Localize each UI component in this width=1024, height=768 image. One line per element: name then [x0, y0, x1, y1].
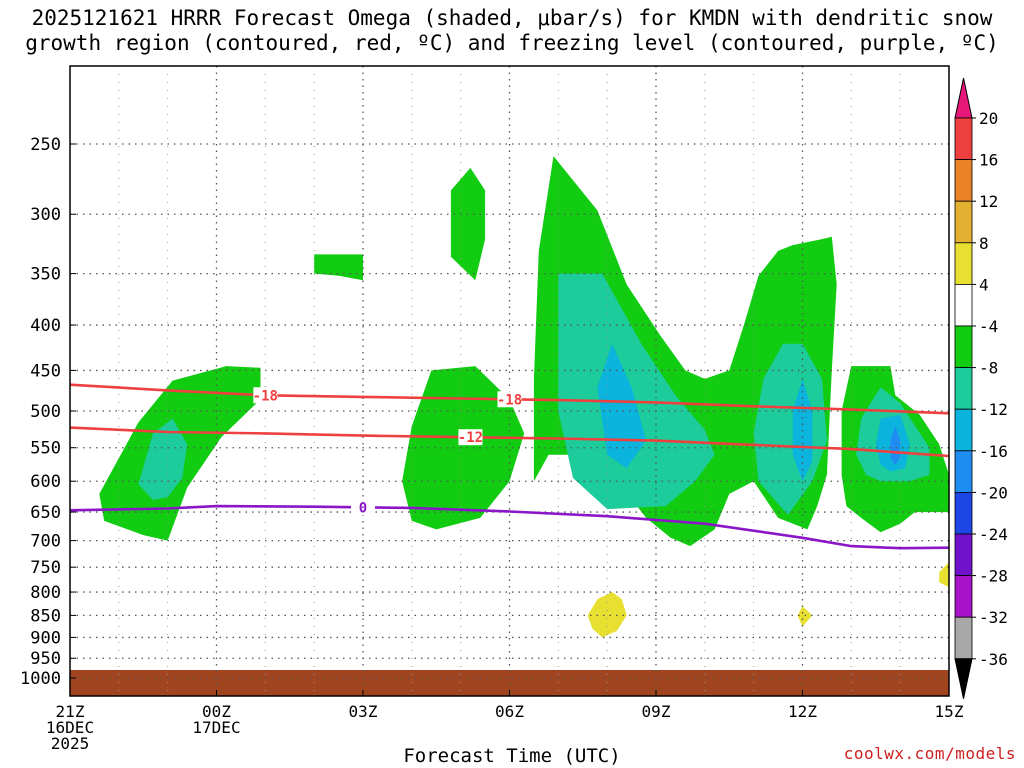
colorbar-label-3: 8	[979, 234, 989, 253]
x-tick-0-0: 21Z	[56, 702, 85, 721]
y-tick-650: 650	[30, 503, 61, 523]
x-tick-18-0: 15Z	[935, 702, 964, 721]
omega-region-8	[597, 343, 647, 469]
omega-region-18	[797, 606, 813, 627]
credit-link[interactable]: coolwx.com/models	[843, 744, 1016, 763]
grid	[70, 66, 949, 696]
colorbar: 20 16 12 8 4 -4 -8 -12 -16 -20 -24 -28 -32 -36	[954, 77, 1008, 699]
y-tick-500: 500	[30, 402, 61, 422]
colorbar-label-11: -28	[979, 567, 1008, 586]
colorbar-label-5: -4	[979, 317, 998, 336]
x-tick-12-0: 09Z	[642, 702, 671, 721]
colorbar-label-0: 20	[979, 109, 998, 128]
colorbar-label-13: -36	[979, 650, 1008, 669]
contour-label-1-0: -12	[458, 430, 483, 446]
title-line-1: 2025121621 HRRR Forecast Omega (shaded, …	[31, 6, 993, 30]
contour-labels: -18 -18 -12 0	[253, 387, 522, 516]
x-tick-9-0: 06Z	[495, 702, 524, 721]
y-tick-1000: 1000	[20, 669, 61, 689]
colorbar-swatch-3	[954, 200, 973, 244]
colorbar-swatch-6	[954, 325, 973, 368]
x-tick-15-0: 12Z	[788, 702, 817, 721]
omega-region-17	[773, 587, 852, 646]
y-tick-600: 600	[30, 472, 61, 492]
omega-region-3	[450, 167, 486, 281]
y-tick-950: 950	[30, 649, 61, 669]
colorbar-top-arrow	[954, 77, 973, 119]
y-tick-350: 350	[30, 265, 61, 285]
x-tick-3-1: 17DEC	[192, 718, 240, 737]
omega-region-13	[890, 426, 901, 465]
omega-region-7	[753, 343, 827, 515]
colorbar-swatch-5	[954, 283, 973, 327]
colorbar-swatch-4	[954, 242, 973, 285]
colorbar-swatch-2	[954, 159, 973, 202]
contour-label-2-0: 0	[359, 500, 367, 516]
contour-label-bg	[497, 391, 522, 408]
omega-region-22	[939, 562, 949, 588]
y-tick-250: 250	[30, 135, 61, 155]
y-axis-ticks: 2503003504004505005506006507007508008509…	[20, 135, 76, 689]
colorbar-label-4: 4	[979, 275, 989, 294]
omega-region-6	[558, 273, 715, 510]
x-tick-0-2: 2025	[51, 734, 90, 753]
contour-label-bg	[351, 499, 375, 516]
chart-title: 2025121621 HRRR Forecast Omega (shaded, …	[0, 6, 1024, 56]
colorbar-label-10: -24	[979, 525, 1008, 544]
colorbar-label-12: -32	[979, 608, 1008, 627]
colorbar-swatch-11	[954, 533, 973, 576]
contour-label-bg	[458, 429, 483, 446]
colorbar-swatch-9	[954, 450, 973, 493]
omega-shading	[99, 156, 949, 650]
colorbar-swatch-12	[954, 575, 973, 618]
y-tick-900: 900	[30, 628, 61, 648]
y-tick-800: 800	[30, 583, 61, 603]
y-tick-550: 550	[30, 439, 61, 459]
omega-region-1	[138, 418, 188, 500]
colorbar-label-9: -20	[979, 483, 1008, 502]
colorbar-label-2: 12	[979, 192, 998, 211]
colorbar-swatch-10	[954, 491, 973, 535]
colorbar-label-7: -12	[979, 400, 1008, 419]
x-tick-0-1: 16DEC	[46, 718, 94, 737]
y-tick-850: 850	[30, 606, 61, 626]
colorbar-swatch-7	[954, 367, 973, 410]
x-axis-label: Forecast Time (UTC)	[403, 745, 621, 767]
y-tick-750: 750	[30, 558, 61, 578]
colorbar-label-6: -8	[979, 359, 998, 378]
y-tick-400: 400	[30, 316, 61, 336]
x-tick-6-0: 03Z	[349, 702, 378, 721]
omega-region-4	[402, 366, 525, 530]
y-tick-700: 700	[30, 532, 61, 552]
contour-label-0-0: -18	[253, 388, 278, 404]
contour-label-0-1: -18	[497, 392, 522, 408]
colorbar-bottom-arrow	[954, 658, 973, 699]
y-tick-450: 450	[30, 361, 61, 381]
x-tick-3-0: 00Z	[202, 702, 231, 721]
colorbar-swatch-1	[954, 117, 973, 160]
omega-region-16	[587, 592, 627, 638]
omega-region-14	[304, 584, 329, 609]
contour-label-bg	[253, 387, 278, 404]
contour-2	[70, 504, 949, 550]
colorbar-label-8: -16	[979, 442, 1008, 461]
colorbar-label-1: 16	[979, 151, 998, 170]
title-line-2: growth region (contoured, red, ºC) and f…	[25, 31, 999, 55]
colorbar-swatch-8	[954, 408, 973, 452]
contour-1	[70, 426, 949, 458]
omega-region-20	[939, 370, 949, 419]
y-tick-300: 300	[30, 205, 61, 225]
colorbar-swatch-13	[954, 616, 973, 660]
